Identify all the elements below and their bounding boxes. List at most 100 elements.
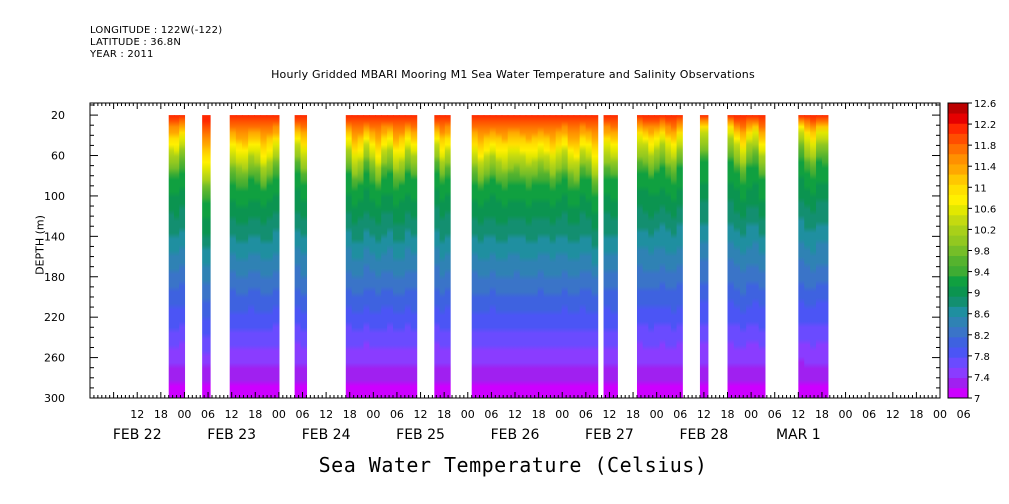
x-axis: 12 18 00 06 12 18 00 06 12 18 00 06 12 18 00 06 12 18 00 06… (89, 103, 971, 443)
colorbar-swatch (948, 387, 968, 399)
x-hour-label: 06 (296, 408, 310, 421)
colorbar-swatch (948, 174, 968, 185)
colorbar-label: 9.4 (974, 268, 990, 279)
data-segment-8-strip-3 (653, 115, 661, 398)
x-day-label: FEB 25 (396, 427, 445, 443)
data-segment-11-strip-2 (810, 115, 817, 398)
data-segment-8-strip-7 (676, 115, 683, 398)
x-hour-label: 06 (484, 408, 498, 421)
data-segment-8-strip-4 (659, 115, 666, 398)
data-segment-6-strip-7 (513, 115, 521, 398)
y-tick-label: 100 (44, 190, 65, 203)
x-hour-label: 00 (839, 408, 853, 421)
colorbar-swatch (948, 133, 968, 145)
x-hour-label: 18 (909, 408, 923, 421)
data-segment-2-strip-5 (260, 115, 268, 398)
colorbar-swatch (948, 123, 968, 134)
data-segment-6-strip-19 (585, 115, 593, 398)
data-segment-8-strip-0 (636, 115, 644, 398)
data-segment-5-strip-0 (434, 115, 441, 398)
colorbar-swatch (948, 113, 968, 124)
x-hour-label: 06 (768, 408, 782, 421)
colorbar-swatch (948, 275, 968, 287)
data-segment-6-strip-11 (537, 115, 545, 398)
colorbar-swatch (948, 164, 968, 175)
x-hour-label: 18 (248, 408, 262, 421)
x-hour-label: 18 (437, 408, 451, 421)
colorbar-swatch (948, 194, 968, 206)
colorbar-label: 9.8 (974, 247, 990, 258)
colorbar-swatch (948, 377, 968, 389)
x-hour-label: 18 (626, 408, 640, 421)
data-segment-7-strip-0 (603, 115, 612, 398)
data-segment-2-strip-3 (248, 115, 255, 398)
y-tick-label: 300 (44, 392, 65, 405)
colorbar-swatch (948, 184, 968, 195)
data-segment-4-strip-1 (351, 115, 359, 398)
colorbar-swatch (948, 286, 968, 297)
colorbar-swatch (948, 214, 968, 226)
data-segment-4-strip-8 (393, 115, 400, 398)
data-segment-6-strip-2 (483, 115, 491, 398)
data-segment-8-strip-1 (642, 115, 649, 398)
data-segment-8-strip-6 (670, 115, 678, 398)
data-segment-2-strip-6 (266, 115, 274, 398)
colorbar-label: 10.6 (974, 204, 996, 215)
x-day-label: FEB 27 (585, 427, 634, 443)
colorbar-label: 7.4 (974, 373, 990, 384)
data-segment-6-strip-8 (519, 115, 527, 398)
data-segment-5-strip-2 (444, 115, 451, 398)
colorbar-label: 7 (974, 394, 980, 405)
colorbar-swatch (948, 316, 968, 328)
data-segment-6-strip-18 (579, 115, 587, 398)
data-segment-6-strip-13 (549, 115, 557, 398)
x-hour-label: 00 (933, 408, 947, 421)
x-day-label: FEB 23 (207, 427, 256, 443)
data-segment-6-strip-1 (477, 115, 485, 398)
data-segment-6-strip-14 (555, 115, 563, 398)
colorbar-label: 10.2 (974, 225, 996, 236)
data-segment-3-strip-1 (300, 115, 308, 398)
data-segment-9-strip-0 (699, 115, 709, 398)
x-hour-label: 06 (390, 408, 404, 421)
x-hour-label: 18 (154, 408, 168, 421)
data-segment-4-strip-0 (345, 115, 353, 398)
data-segment-6-strip-3 (489, 115, 497, 398)
colorbar-swatch (948, 235, 968, 246)
data-segment-6-strip-9 (525, 115, 533, 398)
colorbar-swatch (948, 265, 968, 277)
data-segment-10-strip-3 (746, 115, 754, 398)
latitude-label: LATITUDE : 36.8N (90, 37, 182, 48)
data-segment-8-strip-2 (648, 115, 655, 398)
data-segment-2-strip-4 (254, 115, 262, 398)
x-day-label: FEB 28 (679, 427, 728, 443)
colorbar-swatch (948, 225, 968, 236)
data-segment-4-strip-3 (363, 115, 370, 398)
longitude-label: LONGITUDE : 122W(-122) (90, 25, 223, 36)
colorbar-label: 8.2 (974, 331, 990, 342)
x-hour-label: 18 (343, 408, 357, 421)
x-day-label: FEB 24 (302, 427, 351, 443)
colorbar-swatch (948, 255, 968, 267)
colorbar-swatch (948, 306, 968, 318)
x-hour-label: 12 (508, 408, 522, 421)
colorbar-label: 11 (974, 183, 987, 194)
data-segment-10-strip-4 (752, 115, 760, 398)
data-segment-0-strip-2 (179, 115, 186, 398)
x-hour-label: 00 (555, 408, 569, 421)
colorbar-swatch (948, 204, 968, 216)
x-hour-label: 18 (721, 408, 735, 421)
data-segment-6-strip-10 (531, 115, 539, 398)
data-segment-4-strip-7 (387, 115, 394, 398)
x-hour-label: 12 (319, 408, 333, 421)
colorbar-label: 11.8 (974, 141, 996, 152)
colorbar-swatch (948, 245, 968, 256)
data-segment-6-strip-6 (507, 115, 515, 398)
x-hour-label: 00 (272, 408, 286, 421)
y-tick-label: 140 (44, 230, 65, 243)
colorbar-swatch (948, 347, 968, 358)
x-hour-label: 06 (862, 408, 876, 421)
colorbar-label: 11.4 (974, 162, 996, 173)
data-segment-4-strip-11 (410, 115, 418, 398)
x-day-label: FEB 22 (113, 427, 162, 443)
